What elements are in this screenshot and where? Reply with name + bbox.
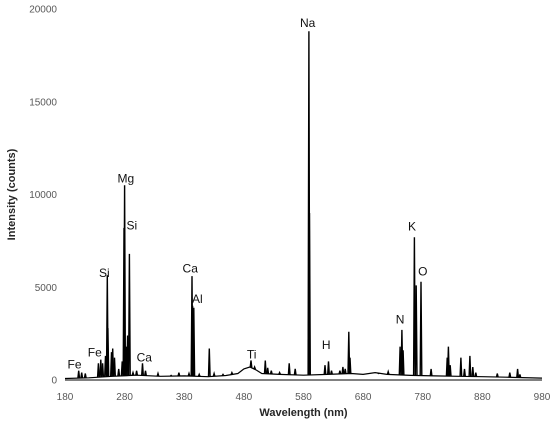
spectrum-peak-5 (101, 363, 105, 377)
spectrum-peak-34 (230, 370, 234, 375)
spectrum-peak-23 (156, 371, 160, 377)
spectrum-peak-71 (508, 372, 512, 378)
spectrum-peak-36 (253, 364, 257, 370)
spectrum-peak-31 (207, 348, 211, 377)
spectrum-peak-11 (113, 357, 116, 377)
spectrum-peak-35 (249, 360, 253, 368)
x-tick-label-8: 980 (534, 392, 550, 403)
x-tick-label-5: 680 (355, 392, 372, 403)
y-tick-label-0: 0 (51, 376, 57, 387)
peak-label-mg-3: Mg (117, 171, 134, 185)
y-tick-label-3: 15000 (29, 97, 57, 108)
peak-label-n-11: N (396, 312, 405, 326)
x-tick-label-7: 880 (474, 392, 491, 403)
spectrum-peak-30 (197, 372, 201, 377)
spectrum-peak-15 (123, 185, 127, 376)
spectrum-peak-64 (448, 365, 452, 377)
spectrum-peak-29 (192, 307, 196, 377)
x-axis-ticks: 180 280 380 480 580 680 780 880 980 (57, 392, 550, 403)
y-tick-label-1: 5000 (35, 283, 58, 294)
spectrum-peak-40 (278, 370, 282, 375)
spectrum-peak-61 (429, 368, 433, 376)
peak-label-na-9: Na (300, 16, 316, 30)
spectrum-peak-73 (518, 374, 522, 378)
spectrum-peak-21 (141, 363, 144, 376)
spectrum-peak-24 (169, 374, 173, 377)
spectrum-peak-60 (419, 281, 423, 376)
spectrum-peak-63 (446, 346, 450, 377)
spectrum-peak-3 (96, 363, 100, 378)
x-tick-label-3: 480 (236, 392, 253, 403)
spectrum-peak-50 (343, 368, 347, 374)
spectrum-peak-42 (293, 368, 297, 375)
spectrum-peak-65 (459, 357, 463, 377)
peak-label-k-12: K (408, 220, 416, 234)
peak-label-si-4: Si (126, 219, 137, 233)
spectrum-peak-0 (77, 370, 81, 379)
spectrum-peak-44 (308, 212, 311, 376)
peak-label-o-13: O (418, 264, 427, 278)
y-tick-label-2: 10000 (29, 190, 57, 201)
spectrum-peak-54 (386, 369, 390, 375)
peak-label-ca-6: Ca (183, 261, 199, 275)
spectrum-peak-57 (401, 350, 405, 376)
spectrum-peak-67 (468, 355, 472, 377)
y-tick-label-4: 20000 (29, 5, 57, 16)
spectrum-peak-37 (263, 360, 267, 374)
peak-label-fe-0: Fe (68, 357, 82, 371)
y-axis-title: Intensity (counts) (6, 148, 18, 240)
spectrum-peak-33 (221, 373, 225, 377)
spectrum-peak-4 (99, 359, 103, 378)
peak-annotations: Fe Fe Si Mg Si Ca Ca Al Ti Na H N K O (68, 16, 428, 372)
spectrum-peak-59 (414, 285, 418, 376)
x-axis-title: Wavelength (nm) (259, 407, 348, 419)
spectrum-peak-72 (516, 368, 520, 378)
spectrum-peak-45 (323, 365, 327, 375)
peak-label-ca-5: Ca (137, 350, 153, 364)
spectrum-peak-20 (135, 370, 139, 376)
spectrum-peak-70 (495, 373, 499, 378)
x-tick-label-6: 780 (414, 392, 431, 403)
peak-label-fe-1: Fe (88, 345, 102, 359)
x-tick-label-1: 280 (116, 392, 133, 403)
spectrum-peak-19 (131, 370, 135, 376)
spectrum-peak-68 (471, 366, 475, 377)
peak-label-al-7: Al (192, 292, 203, 306)
spectrum-peak-69 (474, 372, 478, 377)
spectrum-peak-2 (83, 373, 87, 379)
peak-label-h-10: H (322, 338, 331, 352)
spectrum-peak-1 (80, 372, 84, 379)
spectrum-series (64, 31, 543, 380)
spectrum-peak-10 (111, 348, 115, 377)
spectrum-peak-12 (117, 368, 121, 377)
peak-label-si-2: Si (99, 266, 110, 280)
spectrum-peak-46 (327, 361, 330, 375)
spectrum-peak-47 (330, 370, 333, 375)
x-tick-label-0: 180 (57, 392, 74, 403)
spectrum-peak-58 (412, 237, 416, 376)
x-tick-label-4: 580 (295, 392, 312, 403)
spectrum-peak-48 (338, 370, 342, 375)
spectrum-peak-41 (287, 363, 291, 375)
spectrum-peak-49 (341, 366, 345, 374)
y-axis-ticks: 0 5000 10000 15000 20000 (29, 5, 57, 387)
spectrum-peak-26 (187, 371, 191, 377)
spectrum-peak-22 (144, 370, 147, 376)
spectrum-peak-8 (106, 328, 110, 377)
spectrum-peak-39 (269, 370, 273, 375)
spectrum-peak-66 (463, 368, 466, 377)
spectrum-peak-38 (266, 367, 270, 374)
spectrum-peak-18 (127, 253, 131, 376)
peak-label-ti-8: Ti (247, 347, 257, 361)
x-tick-label-2: 380 (176, 392, 193, 403)
spectrum-peak-32 (212, 370, 216, 377)
spectrum-peak-52 (348, 357, 352, 374)
spectrum-peak-25 (177, 372, 181, 377)
